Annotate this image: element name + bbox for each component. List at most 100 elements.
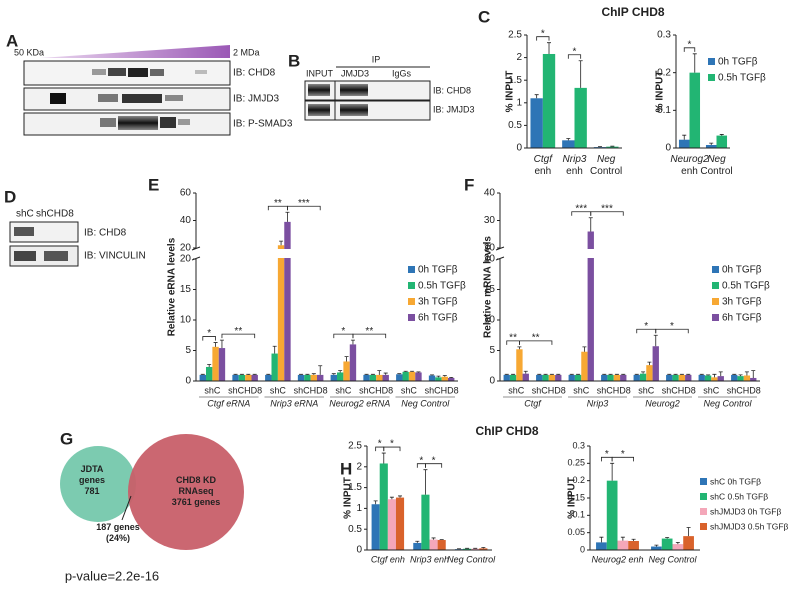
y-tick-label: 2	[516, 52, 522, 63]
error-bar	[389, 496, 394, 500]
y-tick-label: 20	[484, 254, 496, 265]
bar	[277, 245, 285, 381]
legend-swatch	[708, 74, 715, 81]
legend-swatch	[700, 508, 707, 515]
y-tick-label: 0.3	[657, 30, 671, 41]
error-bar	[423, 469, 428, 495]
significance-label: *	[644, 321, 648, 332]
venn-set	[128, 434, 244, 550]
error-bar	[620, 536, 625, 541]
error-bar	[732, 373, 737, 375]
error-bar	[416, 371, 421, 373]
bar	[199, 374, 206, 381]
x-tick-label: Ctgf enh	[371, 554, 405, 564]
bar	[218, 348, 226, 381]
y-tick-label: 0	[580, 544, 585, 554]
error-bar	[718, 371, 723, 377]
x-tick-label: shCHD8	[294, 385, 328, 395]
break-mark	[191, 246, 201, 261]
legend-label: 0.5h TGFβ	[418, 281, 466, 292]
error-bar	[675, 541, 680, 545]
y-tick-label: 0.3	[572, 440, 585, 450]
bar	[479, 548, 488, 550]
legend-label: 0h TGFβ	[722, 265, 762, 276]
error-bar	[686, 527, 691, 537]
significance-label: *	[541, 28, 545, 39]
x-tick-label: Neg Control	[700, 154, 732, 177]
significance-label: *	[341, 326, 345, 337]
bar	[448, 377, 455, 381]
significance-bracket	[590, 211, 624, 216]
bar	[376, 374, 383, 381]
significance-label: *	[670, 321, 674, 332]
y-axis-label: % INPUT	[505, 71, 516, 113]
error-bar	[667, 373, 672, 375]
bar	[651, 546, 662, 550]
x-tick-label-line: Control	[590, 166, 622, 177]
y-tick-label: 40	[180, 215, 192, 226]
x-tick-label: shCHD8	[662, 385, 696, 395]
error-bar	[682, 134, 687, 140]
y-tick-label: 0	[356, 545, 362, 556]
bar	[666, 374, 673, 381]
y-tick-label: 15	[484, 284, 496, 295]
error-bar	[403, 370, 408, 372]
significance-label: *	[378, 439, 382, 450]
bar	[317, 374, 324, 381]
y-tick-label: 20	[180, 254, 192, 265]
venn-label-line: 781	[84, 486, 99, 496]
legend-swatch	[712, 298, 719, 305]
error-bar	[641, 371, 646, 374]
y-axis-label: % INPUT	[343, 477, 354, 519]
panel-label: G	[60, 429, 73, 448]
bar	[574, 87, 587, 148]
x-tick-label: shC	[703, 385, 720, 395]
venn-label-line: 187 genes	[96, 522, 140, 532]
p-value: p-value=2.2e-16	[65, 568, 159, 583]
error-bar	[239, 373, 244, 375]
y-tick-label: 1.5	[348, 482, 362, 493]
x-tick-label: shC	[573, 385, 590, 395]
significance-label: ***	[601, 203, 613, 214]
error-bar	[233, 373, 238, 375]
legend-swatch	[712, 314, 719, 321]
bar	[471, 548, 480, 550]
legend-swatch	[708, 58, 715, 65]
significance-label: *	[207, 328, 211, 339]
legend-label: shJMJD3 0h TGFβ	[710, 506, 781, 516]
x-tick-label: Neurog2 enh	[670, 154, 709, 177]
error-bar	[582, 346, 587, 352]
venn-label-line: (24%)	[106, 533, 130, 543]
bar	[415, 372, 422, 381]
x-tick-label-line: Neg	[597, 154, 616, 165]
venn-set	[60, 446, 136, 522]
error-bar	[709, 142, 714, 145]
error-bar	[576, 373, 581, 375]
error-bar	[338, 370, 343, 373]
y-tick-label: 0.5	[348, 524, 362, 535]
error-bar	[373, 500, 378, 505]
bar	[596, 542, 607, 550]
y-tick-label: 0.5	[508, 120, 522, 131]
bar	[271, 353, 278, 381]
legend-label: 6h TGFβ	[418, 313, 458, 324]
error-bar	[686, 373, 691, 375]
significance-label: ***	[575, 203, 587, 214]
bar	[705, 144, 717, 148]
lane-label: IgGs	[392, 68, 412, 78]
bar	[330, 374, 337, 381]
error-bar	[608, 373, 613, 375]
bar	[704, 375, 712, 381]
venn-label-line: JDTA	[81, 464, 104, 474]
bar	[428, 375, 436, 381]
y-tick-label: 5	[489, 345, 495, 356]
error-bar	[350, 339, 355, 345]
error-bar	[430, 374, 435, 376]
y-axis-label: Relative eRNA levels	[167, 237, 178, 336]
error-bar	[621, 373, 626, 375]
error-bar	[449, 376, 454, 378]
error-bar	[744, 371, 749, 376]
error-bar	[305, 373, 310, 375]
bar	[503, 374, 510, 381]
significance-bracket	[683, 47, 696, 52]
